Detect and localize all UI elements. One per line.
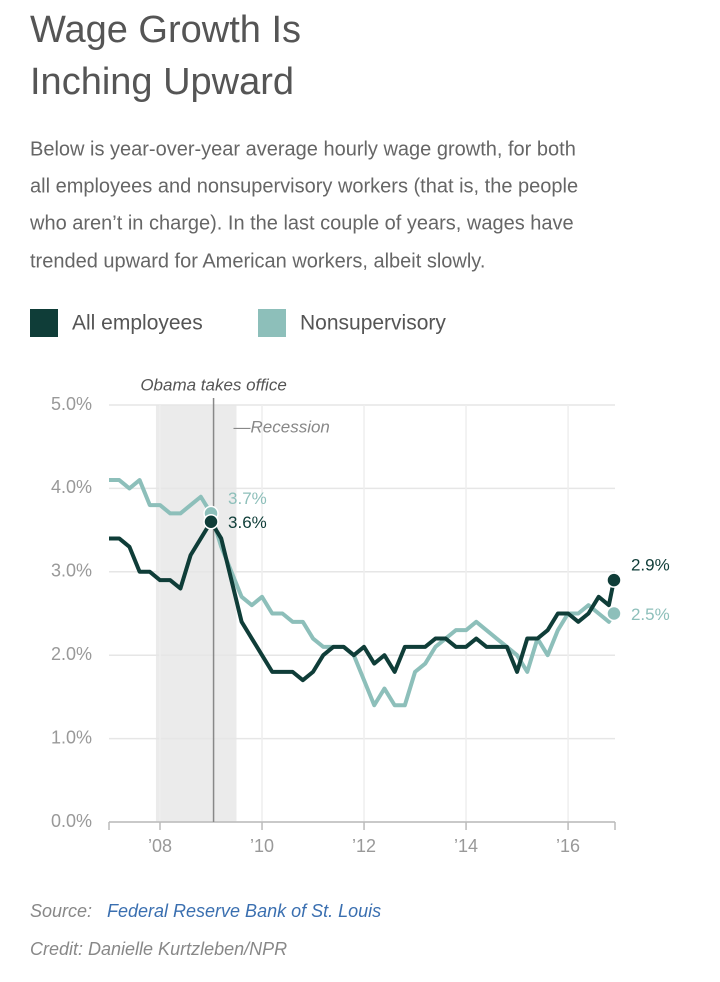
annotation-dot [203,514,219,530]
x-tick-label: ’10 [250,836,274,856]
title: Wage Growth Is [30,9,301,51]
title: Inching Upward [30,61,294,103]
annotation-dot [606,605,622,622]
annotation-label: 3.6% [228,513,267,532]
x-tick-label: ’14 [454,836,478,856]
series-line [109,519,616,683]
source-link[interactable]: Federal Reserve Bank of St. Louis [107,901,381,921]
annotation-label: 2.9% [631,556,670,575]
obama-label: Obama takes office [140,375,286,394]
y-tick-label: 5.0% [51,394,92,414]
subtitle: trended upward for American workers, alb… [30,250,485,272]
legend-swatch [30,309,58,337]
y-tick-label: 3.0% [51,561,92,581]
annotation-dot [606,572,622,588]
legend-label: All employees [72,312,203,335]
subtitle: all employees and nonsupervisory workers… [30,175,578,197]
credit: Credit: Danielle Kurtzleben/NPR [30,939,287,959]
legend-label: Nonsupervisory [300,312,446,335]
recession-shade [155,405,237,822]
recession-label: —Recession [233,417,330,436]
annotation-label: 2.5% [631,605,670,624]
subtitle: Below is year-over-year average hourly w… [30,138,576,160]
y-tick-label: 0.0% [51,811,92,831]
annotation-label: 3.7% [228,489,267,508]
y-tick-label: 2.0% [51,644,92,664]
y-tick-label: 1.0% [51,727,92,747]
subtitle: who aren’t in charge). In the last coupl… [29,212,574,234]
x-tick-label: ’16 [556,836,580,856]
legend-swatch [258,309,286,337]
x-tick-label: ’12 [352,836,376,856]
source-label: Source: [30,901,92,921]
y-tick-label: 4.0% [51,477,92,497]
x-tick-label: ’08 [148,836,172,856]
series-line [109,478,616,708]
